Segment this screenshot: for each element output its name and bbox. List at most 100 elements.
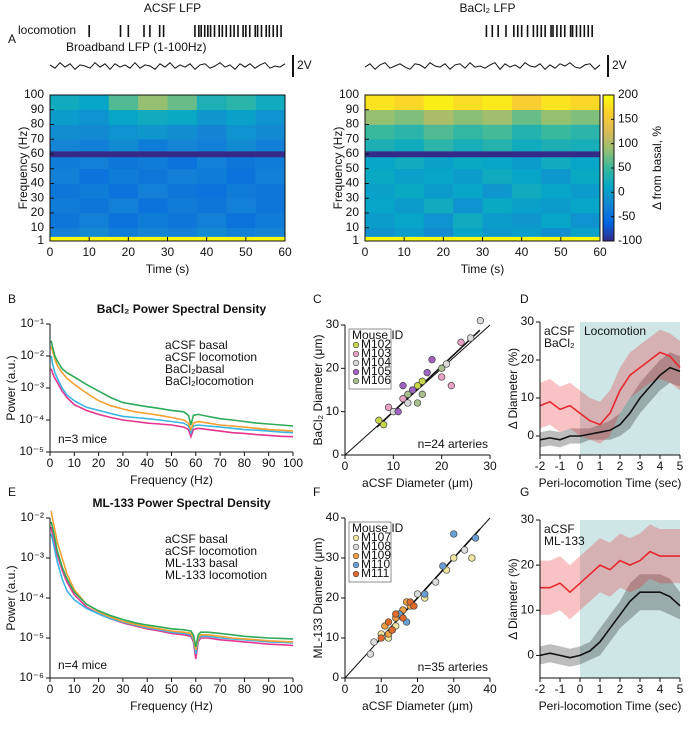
data-point bbox=[404, 399, 412, 407]
panel-letter: A bbox=[8, 32, 16, 46]
x-tick-label: 100 bbox=[283, 682, 303, 696]
heatmap-cell bbox=[570, 198, 601, 214]
heatmap-cell bbox=[167, 139, 198, 152]
heatmap-cell bbox=[255, 156, 286, 170]
heatmap-cell bbox=[196, 139, 227, 152]
legend-entry: aCSF basal bbox=[165, 338, 228, 352]
x-axis-label: aCSF Diameter (μm) bbox=[362, 699, 473, 713]
heatmap-cell bbox=[138, 227, 168, 237]
heatmap-cell bbox=[511, 168, 542, 184]
data-point bbox=[370, 638, 378, 646]
y-tick-label: 20 bbox=[346, 205, 360, 219]
data-point bbox=[450, 554, 458, 562]
data-point bbox=[439, 562, 447, 570]
heatmap-cell bbox=[423, 212, 454, 229]
y-axis-label: Power (a.u.) bbox=[4, 565, 18, 630]
y-tick-label: 60 bbox=[31, 146, 45, 160]
heatmap-cell bbox=[138, 156, 168, 170]
y-tick-label: 20 bbox=[521, 557, 535, 571]
heatmap-cell bbox=[167, 168, 198, 184]
heatmap-cell bbox=[482, 151, 513, 158]
y-tick-label: 10 bbox=[326, 630, 340, 644]
x-tick-label: 0 bbox=[47, 245, 54, 259]
x-tick-label: 4 bbox=[657, 682, 664, 696]
heatmap-cell bbox=[394, 227, 425, 237]
heatmap-cell bbox=[570, 109, 601, 125]
y-tick-label: 10⁻⁵ bbox=[19, 630, 44, 644]
colorbar-label: Δ from basal, % bbox=[650, 126, 664, 210]
heatmap-cell bbox=[196, 156, 227, 170]
x-tick-label: 10 bbox=[82, 245, 96, 259]
x-tick-label: 1 bbox=[597, 459, 604, 473]
locomotion-label: locomotion bbox=[18, 23, 76, 37]
heatmap-cell bbox=[394, 212, 425, 229]
heatmap-cell bbox=[482, 183, 513, 199]
heatmap-cell bbox=[394, 109, 425, 125]
heatmap-cell bbox=[79, 227, 110, 237]
x-tick-label: 90 bbox=[262, 682, 276, 696]
x-tick-label: 30 bbox=[116, 456, 130, 470]
heatmap-cell bbox=[541, 151, 571, 158]
heatmap-cell bbox=[365, 227, 395, 237]
heatmap-cell bbox=[482, 109, 513, 125]
heatmap-cell bbox=[511, 212, 542, 229]
heatmap-cell bbox=[167, 109, 198, 125]
legend-entry: BaCl₂locomotion bbox=[165, 374, 254, 388]
heatmap-cell bbox=[482, 198, 513, 214]
heatmap-cell bbox=[423, 156, 454, 170]
heatmap-cell bbox=[138, 95, 168, 111]
y-tick-label: 40 bbox=[31, 176, 45, 190]
y-axis-label: Frequency (Hz) bbox=[16, 127, 30, 210]
colorbar-swatch bbox=[603, 129, 614, 132]
colorbar-swatch bbox=[603, 138, 614, 142]
colorbar-swatch bbox=[603, 116, 614, 120]
x-tick-label: 60 bbox=[189, 456, 203, 470]
series-line bbox=[50, 355, 294, 436]
y-tick-label: 30 bbox=[326, 317, 340, 331]
x-tick-label: 20 bbox=[92, 456, 106, 470]
heatmap-cell bbox=[482, 124, 513, 140]
heatmap-cell bbox=[541, 95, 571, 111]
x-tick-label: 40 bbox=[141, 682, 155, 696]
colorbar-swatch bbox=[603, 160, 614, 164]
y-tick-label: 10 bbox=[521, 602, 535, 616]
legend-title: Mouse ID bbox=[352, 328, 404, 342]
y-tick-label: 50 bbox=[31, 161, 45, 175]
heatmap-cell bbox=[226, 212, 256, 229]
heatmap-cell bbox=[423, 109, 454, 125]
heatmap-cell bbox=[511, 124, 542, 140]
x-tick-label: 10 bbox=[68, 682, 82, 696]
legend-entry: ML-133 bbox=[544, 534, 585, 548]
heatmap-cell bbox=[50, 198, 80, 214]
heatmap-cell bbox=[138, 183, 168, 199]
heatmap-cell bbox=[365, 212, 395, 229]
heatmap-cell bbox=[79, 236, 110, 242]
heatmap-cell bbox=[196, 212, 227, 229]
heatmap-cell bbox=[226, 227, 256, 237]
heatmap-cell bbox=[541, 124, 571, 140]
heatmap-cell bbox=[482, 236, 513, 242]
x-tick-label: 100 bbox=[283, 456, 303, 470]
y-tick-label: 1 bbox=[352, 233, 359, 247]
x-tick-label: 50 bbox=[165, 682, 179, 696]
heatmap-cell bbox=[394, 124, 425, 140]
x-tick-label: 50 bbox=[554, 245, 568, 259]
legend-swatch bbox=[352, 377, 360, 385]
heatmap-cell bbox=[482, 139, 513, 152]
y-tick-label: 0 bbox=[332, 447, 339, 461]
heatmap-cell bbox=[453, 183, 483, 199]
heatmap-cell bbox=[570, 168, 601, 184]
x-tick-label: 2 bbox=[617, 459, 624, 473]
heatmap-cell bbox=[453, 95, 483, 111]
data-point bbox=[399, 614, 407, 622]
colorbar-swatch bbox=[603, 177, 614, 181]
heatmap-cell bbox=[79, 156, 110, 170]
legend-swatch bbox=[352, 350, 360, 358]
y-tick-label: 80 bbox=[31, 117, 45, 131]
trace-label: Broadband LFP (1-100Hz) bbox=[66, 40, 207, 54]
annotation: n=24 arteries bbox=[418, 437, 488, 451]
heatmap-cell bbox=[511, 139, 542, 152]
heatmap-cell bbox=[482, 95, 513, 111]
y-tick-label: 40 bbox=[346, 176, 360, 190]
